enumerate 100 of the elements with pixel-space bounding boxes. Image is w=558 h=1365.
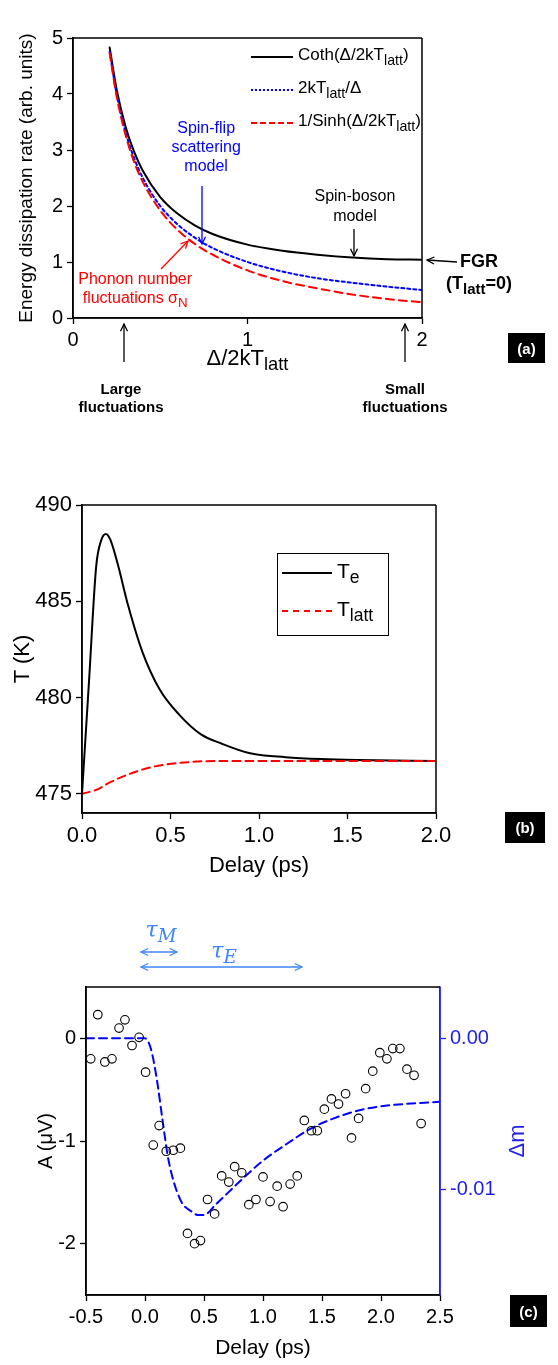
point (86, 1054, 96, 1064)
point (306, 1125, 317, 1136)
point (189, 1238, 200, 1249)
point (353, 1113, 364, 1124)
y-tick-label: -2 (58, 1231, 76, 1254)
point (382, 1054, 392, 1064)
point (319, 1104, 330, 1115)
point (140, 1067, 151, 1078)
text: (b) (505, 812, 545, 843)
y-tick-label: 490 (35, 491, 72, 517)
y-tick-label: 4 (51, 81, 63, 104)
x-tick-label: 1 (241, 327, 254, 350)
x-tick-label: -0.5 (68, 1304, 104, 1327)
y2-axis-title: Δm (503, 1124, 530, 1158)
y-axis-title: A (μV) (33, 1113, 57, 1169)
point (360, 1083, 371, 1094)
point (243, 1199, 254, 1210)
point (120, 1015, 130, 1025)
point (216, 1171, 227, 1181)
text: Small fluctuations (361, 380, 449, 416)
point (416, 1118, 426, 1129)
point (326, 1094, 337, 1104)
y-tick-label: -1 (58, 1128, 76, 1151)
line-series (82, 760, 436, 795)
annotation: Spin-boson model (313, 186, 397, 225)
point (134, 1032, 144, 1043)
legend-label: Coth(Δ/2kT$_{latt}$) (298, 45, 409, 69)
text: (a) (508, 333, 545, 363)
point (402, 1064, 412, 1074)
x-tick-label: 0.0 (131, 1304, 159, 1327)
point (367, 1066, 378, 1077)
point (409, 1070, 419, 1081)
y2-tick-label: -0.01 (450, 1176, 496, 1199)
x-axis-title: Delay (ps) (215, 1334, 311, 1360)
y-axis-title: T (K) (8, 634, 35, 684)
point (258, 1172, 268, 1182)
x-axis-title: Delay (ps) (208, 851, 310, 879)
y-tick-label: 485 (35, 587, 72, 613)
point (236, 1167, 247, 1178)
y-tick-label: 3 (51, 137, 63, 160)
point (182, 1228, 193, 1239)
point (278, 1201, 288, 1212)
point (195, 1235, 206, 1246)
point (107, 1054, 117, 1064)
point (148, 1140, 159, 1150)
point (223, 1177, 234, 1187)
legend-label: 1/Sinh(Δ/2kT$_{latt}$) (298, 111, 421, 135)
point (346, 1133, 357, 1143)
point (161, 1146, 172, 1157)
legend-label: T$_{e}$ (337, 557, 360, 589)
x-tick-label: 0.5 (190, 1304, 218, 1327)
text: Large fluctuations (77, 380, 165, 416)
text: (c) (510, 1295, 547, 1327)
point (251, 1194, 261, 1205)
x-tick-label: 1.0 (243, 822, 275, 848)
x-tick-label: 2.5 (426, 1304, 454, 1327)
point (209, 1209, 220, 1219)
point (168, 1145, 179, 1156)
point (374, 1047, 385, 1058)
point (265, 1196, 275, 1207)
annotation: Phonon number fluctuations σ$_{N}$ (77, 269, 194, 312)
point (285, 1179, 295, 1189)
annotation: Spin-flip scattering model (170, 118, 242, 176)
y-axis-title: Energy dissipation rate (arb. units) (14, 33, 37, 323)
text: τ$_{M}$ (145, 916, 177, 948)
x-tick-label: 2 (416, 327, 428, 350)
point (175, 1143, 186, 1154)
point (312, 1125, 323, 1136)
legend-label: 2kT$_{latt}$/Δ (298, 78, 362, 102)
point (299, 1115, 310, 1126)
x-tick-label: 2.0 (420, 822, 452, 848)
point (387, 1043, 398, 1054)
y-tick-label: 2 (51, 193, 63, 216)
y-tick-label: 5 (51, 25, 63, 48)
y-tick-label: 0 (64, 1025, 76, 1048)
point (229, 1161, 240, 1172)
y-tick-label: 0 (51, 305, 63, 328)
point (127, 1040, 137, 1051)
annotation: FGR (T$_{latt}$=0) (445, 251, 513, 298)
y-tick-label: 480 (35, 683, 72, 709)
x-tick-label: 0.0 (66, 822, 98, 848)
point (92, 1009, 103, 1020)
x-tick-label: 1.5 (308, 1304, 336, 1327)
point (395, 1043, 405, 1054)
point (202, 1194, 213, 1205)
x-tick-label: 2.0 (367, 1304, 395, 1327)
point (292, 1171, 303, 1181)
point (100, 1057, 110, 1067)
y-tick-label: 1 (51, 249, 63, 272)
x-tick-label: 1.5 (332, 822, 363, 848)
text: τ$_{E}$ (211, 937, 237, 969)
point (340, 1088, 351, 1099)
x-tick-label: 0.5 (155, 822, 186, 848)
point (154, 1120, 165, 1131)
y-tick-label: 475 (35, 779, 72, 805)
point (114, 1023, 124, 1033)
legend-label: T$_{latt}$ (337, 595, 374, 627)
y2-tick-label: 0.00 (450, 1025, 489, 1048)
point (333, 1099, 344, 1109)
point (272, 1181, 283, 1192)
